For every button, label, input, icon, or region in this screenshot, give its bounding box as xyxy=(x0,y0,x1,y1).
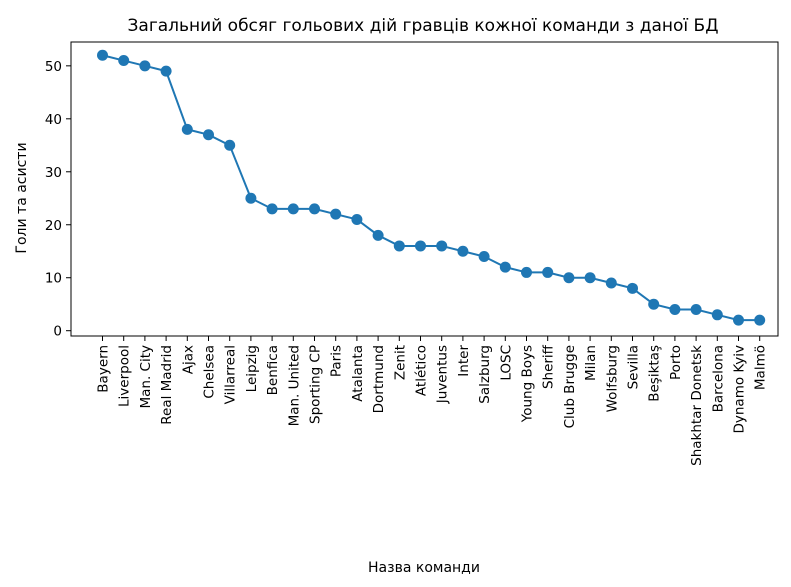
x-tick-label: Shakhtar Donetsk xyxy=(689,345,705,466)
data-point xyxy=(711,309,723,321)
x-tick-label: LOSC xyxy=(498,345,514,381)
x-tick-label: Sporting CP xyxy=(308,345,324,424)
data-point xyxy=(118,55,130,67)
y-tick-label: 50 xyxy=(45,59,62,75)
x-tick-label: Sheriff xyxy=(541,344,557,389)
data-point xyxy=(563,272,575,284)
x-tick-label: Leipzig xyxy=(244,345,260,392)
x-tick-label: Man. United xyxy=(286,345,302,426)
data-point xyxy=(733,314,744,326)
x-tick-label: Liverpool xyxy=(117,345,133,407)
x-tick-label: Young Boys xyxy=(520,345,536,423)
data-point xyxy=(97,49,108,61)
data-point xyxy=(521,266,532,278)
data-point xyxy=(245,192,257,204)
data-point xyxy=(372,229,384,241)
data-point xyxy=(648,298,660,310)
x-axis-label: Назва команди xyxy=(368,560,480,576)
y-tick-label: 10 xyxy=(45,271,62,287)
x-tick-label: Dortmund xyxy=(371,345,387,413)
data-point xyxy=(542,266,554,278)
data-point xyxy=(457,245,469,257)
data-point xyxy=(499,261,511,273)
x-tick-label: Zenit xyxy=(392,345,408,380)
y-axis: 0 10 20 30 40 50 xyxy=(45,59,71,340)
x-tick-label: Beşiktaş xyxy=(647,345,663,402)
data-point xyxy=(605,277,617,289)
y-tick-label: 0 xyxy=(53,324,62,340)
x-tick-label: Club Brugge xyxy=(562,345,578,428)
x-tick-label: Inter xyxy=(456,345,472,377)
x-tick-label: Atlético xyxy=(414,345,430,396)
y-axis-label: Голи та асисти xyxy=(14,142,30,253)
x-tick-label: Ajax xyxy=(180,345,196,374)
x-tick-label: Barcelona xyxy=(710,345,726,412)
x-tick-label: Atalanta xyxy=(350,345,366,402)
x-tick-label: Salzburg xyxy=(477,345,493,404)
data-point xyxy=(478,251,490,263)
data-points xyxy=(97,49,766,326)
x-tick-label: Benfica xyxy=(265,345,281,395)
data-point xyxy=(139,60,151,72)
data-point xyxy=(627,282,638,294)
data-point xyxy=(330,208,342,220)
x-tick-label: Real Madrid xyxy=(159,345,175,425)
data-point xyxy=(287,203,299,215)
x-tick-label: Paris xyxy=(329,345,345,377)
y-tick-label: 30 xyxy=(45,165,62,181)
x-tick-label: Sevilla xyxy=(626,345,642,389)
x-tick-label: Dynamo Kyiv xyxy=(732,345,748,434)
plot-frame xyxy=(70,41,779,337)
x-tick-label: Malmö xyxy=(753,345,769,390)
x-tick-label: Chelsea xyxy=(202,345,218,399)
series-line xyxy=(102,54,760,322)
data-point xyxy=(224,139,236,151)
x-tick-label: Wolfsburg xyxy=(604,345,620,412)
x-tick-label: Villarreal xyxy=(223,345,239,404)
chart-title: Загальний обсяг гольових дій гравців кож… xyxy=(128,16,719,36)
data-point xyxy=(584,272,596,284)
data-point xyxy=(309,203,320,215)
x-tick-label: Bayern xyxy=(96,345,112,393)
data-point xyxy=(754,314,766,326)
data-point xyxy=(669,304,681,316)
data-point xyxy=(266,203,278,215)
data-point xyxy=(690,304,702,316)
data-point xyxy=(415,240,426,252)
data-point xyxy=(181,123,193,135)
x-axis: Bayern Liverpool Man. City Real Madrid Ajax C… xyxy=(96,336,769,466)
data-point xyxy=(351,213,363,225)
x-tick-label: Man. City xyxy=(138,345,154,409)
y-tick-label: 20 xyxy=(45,218,62,234)
data-point xyxy=(160,65,172,77)
x-tick-label: Porto xyxy=(668,345,684,380)
x-tick-label: Juventus xyxy=(435,345,451,404)
data-point xyxy=(393,240,405,252)
data-point xyxy=(436,240,448,252)
y-tick-label: 40 xyxy=(45,112,62,128)
x-tick-label: Milan xyxy=(583,345,599,381)
data-point xyxy=(203,129,214,141)
